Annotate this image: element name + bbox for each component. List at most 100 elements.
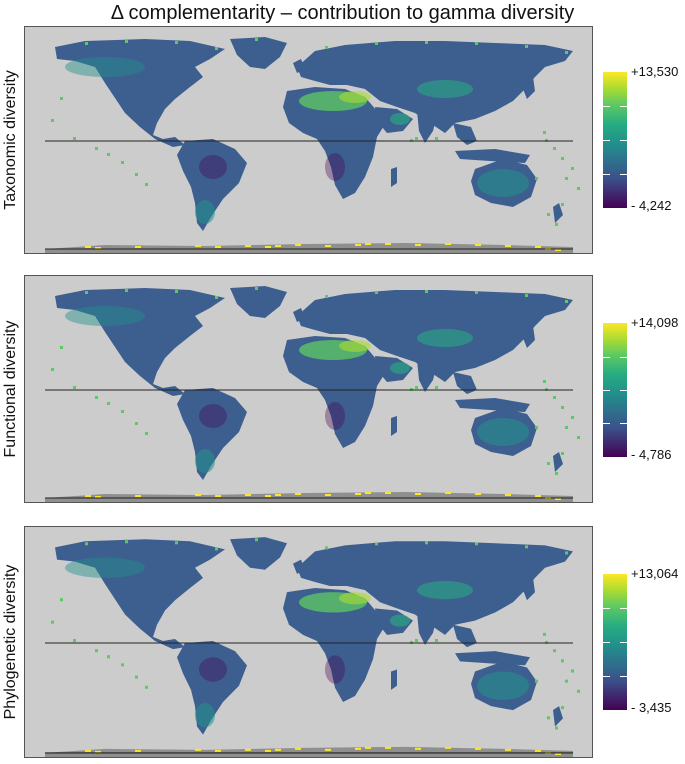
island-cell: [121, 663, 124, 667]
land-se-asia: [453, 372, 477, 394]
coastal-cell: [385, 243, 391, 245]
value-hotspot: [195, 449, 215, 473]
island-cell: [571, 416, 574, 419]
coastal-cell: [475, 493, 481, 495]
island-cell: [561, 157, 564, 160]
value-hotspot: [199, 155, 227, 179]
coastal-cell: [275, 245, 281, 247]
island-cell: [435, 137, 438, 140]
island-cell: [565, 51, 568, 54]
coastal-cell: [365, 243, 371, 245]
island-cell: [125, 289, 128, 292]
island-cell: [51, 368, 54, 371]
island-cell: [255, 538, 258, 542]
value-hotspot: [325, 402, 345, 430]
island-cell: [525, 45, 528, 48]
legend-min-label: - 4,242: [631, 198, 672, 213]
island-cell: [415, 638, 418, 642]
coastal-cell: [505, 748, 511, 751]
value-hotspot: [417, 80, 473, 98]
island-cell: [325, 295, 328, 298]
coastal-cell: [555, 498, 561, 500]
island-cell: [95, 396, 98, 399]
island-cell: [561, 203, 564, 206]
island-cell: [555, 472, 558, 475]
land-uk: [293, 308, 305, 322]
island-cell: [95, 649, 98, 653]
coastal-cell: [535, 495, 541, 497]
island-cell: [435, 386, 438, 389]
coastal-cell: [95, 496, 101, 498]
land-indonesia: [455, 651, 530, 666]
island-cell: [543, 131, 546, 134]
land-north-america: [55, 288, 225, 396]
island-cell: [325, 46, 328, 49]
value-hotspot: [417, 329, 473, 347]
island-cell: [60, 598, 63, 602]
land-antarctica: [45, 746, 573, 757]
panel-label-functional: Functional diversity: [2, 320, 19, 458]
value-hotspot: [339, 340, 371, 352]
island-cell: [525, 545, 528, 549]
value-hotspot: [65, 57, 145, 77]
coastal-cell: [535, 749, 541, 752]
island-cell: [325, 546, 328, 550]
island-cell: [425, 41, 428, 44]
coastal-cell: [265, 495, 271, 497]
island-cell: [95, 147, 98, 150]
coastal-cell: [85, 246, 91, 248]
island-cell: [51, 119, 54, 122]
legend-max-label: +13,530: [631, 64, 679, 79]
coastal-cell: [295, 244, 301, 246]
island-cell: [543, 632, 546, 636]
island-cell: [73, 137, 76, 140]
land-greenland: [230, 537, 287, 570]
island-cell: [85, 42, 88, 45]
land-indonesia: [455, 398, 530, 412]
land-uk: [293, 559, 305, 574]
island-cell: [215, 296, 218, 299]
island-cell: [415, 386, 418, 389]
island-cell: [577, 187, 580, 190]
coastal-cell: [445, 746, 451, 749]
coastal-cell: [365, 492, 371, 494]
island-cell: [535, 426, 538, 429]
coastal-cell: [325, 748, 331, 751]
land-se-asia: [453, 123, 477, 145]
coastal-cell: [85, 495, 91, 497]
coastal-cell: [215, 495, 221, 497]
land-africa: [283, 336, 387, 448]
island-cell: [51, 620, 54, 624]
coastal-cell: [135, 246, 141, 248]
land-south-america: [177, 388, 247, 480]
island-cell: [565, 551, 568, 555]
land-japan: [523, 77, 535, 99]
island-cell: [107, 402, 110, 405]
island-cell: [215, 547, 218, 551]
island-cell: [435, 638, 438, 642]
coastal-cell: [535, 246, 541, 248]
value-hotspot: [65, 557, 145, 578]
island-cell: [175, 541, 178, 545]
island-cell: [571, 669, 574, 673]
island-cell: [145, 183, 148, 186]
island-cell: [425, 541, 428, 545]
land-madagascar: [391, 167, 397, 187]
value-hotspot: [477, 169, 529, 197]
land-africa: [283, 588, 387, 703]
value-hotspot: [417, 580, 473, 600]
island-cell: [543, 380, 546, 383]
island-cell: [121, 161, 124, 164]
coastal-cell: [295, 747, 301, 750]
value-hotspot: [199, 657, 227, 682]
coastal-cell: [415, 747, 421, 750]
coastal-cell: [195, 494, 201, 496]
island-cell: [555, 223, 558, 226]
coastal-cell: [195, 748, 201, 751]
value-hotspot: [477, 671, 529, 701]
coastal-cell: [325, 494, 331, 496]
island-cell: [535, 177, 538, 180]
land-madagascar: [391, 416, 397, 436]
coastal-cell: [215, 749, 221, 752]
island-cell: [125, 540, 128, 544]
